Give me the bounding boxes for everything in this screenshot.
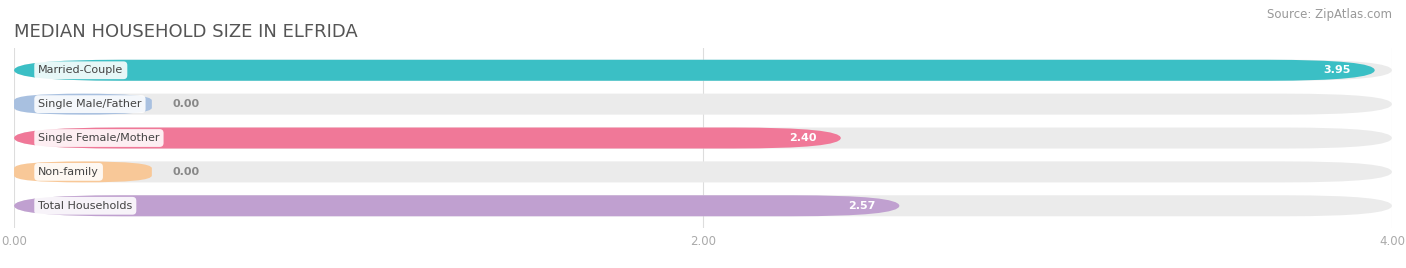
Text: 0.00: 0.00 xyxy=(173,167,200,177)
FancyBboxPatch shape xyxy=(14,60,1392,81)
FancyBboxPatch shape xyxy=(14,195,1392,216)
Text: 2.40: 2.40 xyxy=(789,133,817,143)
FancyBboxPatch shape xyxy=(14,128,841,148)
Text: Single Female/Mother: Single Female/Mother xyxy=(38,133,160,143)
FancyBboxPatch shape xyxy=(14,60,1375,81)
Text: Single Male/Father: Single Male/Father xyxy=(38,99,142,109)
FancyBboxPatch shape xyxy=(14,94,1392,115)
Text: Source: ZipAtlas.com: Source: ZipAtlas.com xyxy=(1267,8,1392,21)
Text: 3.95: 3.95 xyxy=(1323,65,1351,75)
FancyBboxPatch shape xyxy=(14,161,152,183)
Text: Non-family: Non-family xyxy=(38,167,98,177)
Text: Total Households: Total Households xyxy=(38,201,132,211)
Text: MEDIAN HOUSEHOLD SIZE IN ELFRIDA: MEDIAN HOUSEHOLD SIZE IN ELFRIDA xyxy=(14,23,357,41)
Text: 2.57: 2.57 xyxy=(848,201,875,211)
FancyBboxPatch shape xyxy=(14,94,152,115)
Text: 0.00: 0.00 xyxy=(173,99,200,109)
FancyBboxPatch shape xyxy=(14,128,1392,148)
FancyBboxPatch shape xyxy=(14,161,1392,183)
Text: Married-Couple: Married-Couple xyxy=(38,65,124,75)
FancyBboxPatch shape xyxy=(14,195,900,216)
